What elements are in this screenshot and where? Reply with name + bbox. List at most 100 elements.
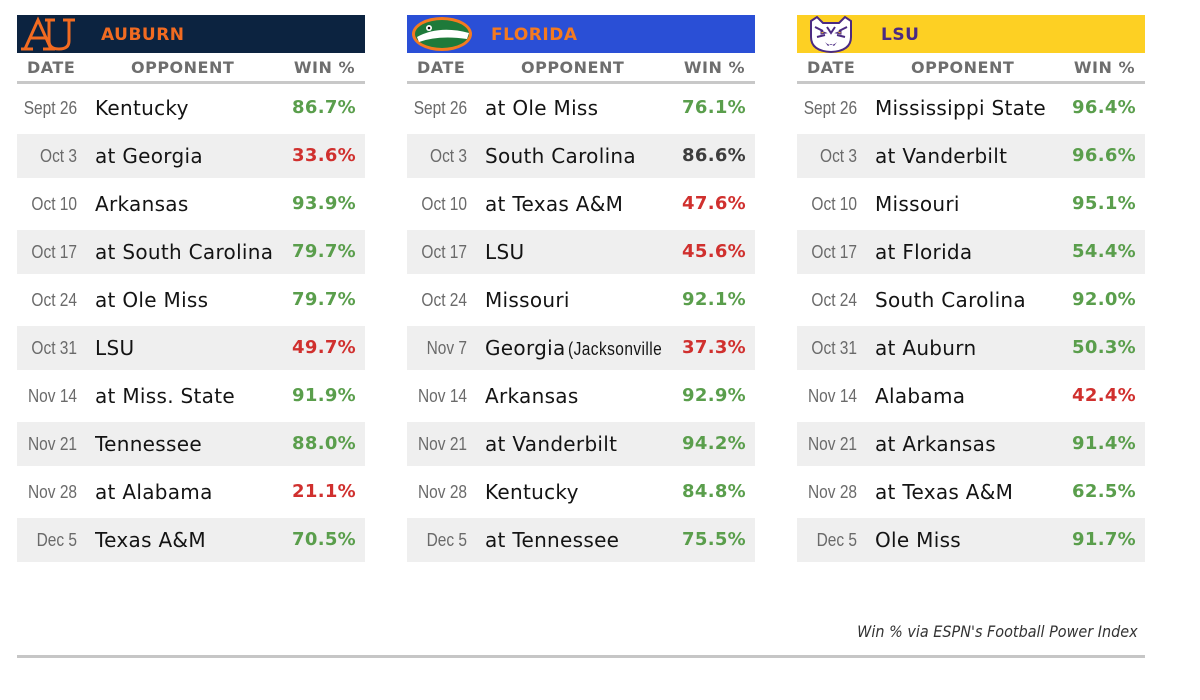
opponent-name: at Tennessee [485, 528, 620, 552]
game-date: Oct 3 [820, 146, 857, 166]
win-percentage: 91.7% [1072, 529, 1136, 550]
win-percentage: 70.5% [292, 529, 356, 550]
game-date: Dec 5 [816, 530, 857, 550]
opponent-cell: Arkansas [95, 182, 291, 226]
game-date: Oct 3 [430, 146, 467, 166]
opponent-name: South Carolina [485, 144, 636, 168]
header-win: WIN % [293, 58, 355, 77]
table-row: Nov 21 at Arkansas 91.4% [797, 422, 1145, 466]
table-row: Oct 17 LSU 45.6% [407, 230, 755, 274]
game-opponent: at Texas A&M [485, 192, 623, 216]
game-date: Dec 5 [426, 530, 467, 550]
game-date: Sept 26 [23, 98, 77, 118]
game-date: Oct 24 [31, 290, 77, 310]
game-opponent: at Arkansas [875, 432, 996, 456]
team-name: FLORIDA [491, 25, 578, 45]
win-percentage: 86.6% [682, 145, 746, 166]
opponent-cell: at Texas A&M [485, 182, 681, 226]
win-percentage: 76.1% [682, 97, 746, 118]
header-win: WIN % [1073, 58, 1135, 77]
game-opponent: Missouri [875, 192, 960, 216]
table-row: Oct 31 LSU 49.7% [17, 326, 365, 370]
table-row: Sept 26 Mississippi State 96.4% [797, 86, 1145, 130]
table-row: Oct 10 Arkansas 93.9% [17, 182, 365, 226]
game-date: Nov 7 [426, 338, 467, 358]
table-row: Oct 17 at South Carolina 79.7% [17, 230, 365, 274]
opponent-name: Mississippi State [875, 96, 1046, 120]
game-opponent: Texas A&M [95, 528, 206, 552]
opponent-name: Alabama [875, 384, 966, 408]
table-row: Oct 31 at Auburn 50.3% [797, 326, 1145, 370]
header-win: WIN % [683, 58, 745, 77]
game-date: Oct 17 [811, 242, 857, 262]
win-percentage: 91.4% [1072, 433, 1136, 454]
win-percentage: 96.4% [1072, 97, 1136, 118]
table-row: Oct 3 at Vanderbilt 96.6% [797, 134, 1145, 178]
opponent-cell: South Carolina [485, 134, 681, 178]
table-row: Nov 28 at Texas A&M 62.5% [797, 470, 1145, 514]
opponent-name: at Ole Miss [95, 288, 209, 312]
win-percentage: 50.3% [1072, 337, 1136, 358]
opponent-cell: Ole Miss [875, 518, 1071, 562]
table-row: Nov 14 Alabama 42.4% [797, 374, 1145, 418]
game-opponent: Kentucky [95, 96, 189, 120]
win-percentage: 86.7% [292, 97, 356, 118]
win-percentage: 47.6% [682, 193, 746, 214]
win-percentage: 92.9% [682, 385, 746, 406]
game-opponent: at Florida [875, 240, 972, 264]
game-opponent: at Ole Miss [485, 96, 598, 120]
opponent-name: Kentucky [95, 96, 189, 120]
schedule-rows: Sept 26 at Ole Miss 76.1% Oct 3 South Caroli… [407, 86, 755, 562]
opponent-name: Tennessee [95, 432, 202, 456]
opponent-name: Arkansas [485, 384, 579, 408]
team-panel-florida: FLORIDA DATE OPPONENT WIN % Sept 26 at Ol… [407, 15, 755, 566]
game-opponent: Arkansas [95, 192, 189, 216]
win-percentage: 42.4% [1072, 385, 1136, 406]
table-row: Sept 26 at Ole Miss 76.1% [407, 86, 755, 130]
game-date: Oct 17 [421, 242, 467, 262]
opponent-cell: Missouri [485, 278, 681, 322]
game-date: Sept 26 [413, 98, 467, 118]
florida-gator-logo-icon [412, 17, 472, 51]
opponent-cell: Mississippi State [875, 86, 1071, 130]
game-date: Dec 5 [36, 530, 77, 550]
win-percentage: 96.6% [1072, 145, 1136, 166]
win-percentage: 92.1% [682, 289, 746, 310]
table-row: Nov 7 Georgia (Jacksonville 37.3% [407, 326, 755, 370]
game-opponent: LSU [95, 336, 134, 360]
table-row: Nov 28 Kentucky 84.8% [407, 470, 755, 514]
game-date: Oct 17 [31, 242, 77, 262]
game-date: Nov 28 [27, 482, 77, 502]
game-opponent: at Alabama [95, 480, 213, 504]
opponent-name: LSU [485, 240, 525, 264]
opponent-name: at Arkansas [875, 432, 996, 456]
opponent-cell: Texas A&M [95, 518, 291, 562]
opponent-cell: at Florida [875, 230, 1071, 274]
game-date: Nov 14 [417, 386, 467, 406]
win-percentage: 79.7% [292, 241, 356, 262]
game-opponent: at South Carolina [95, 240, 273, 264]
schedule-rows: Sept 26 Kentucky 86.7% Oct 3 at Georgia 33.6%… [17, 86, 365, 562]
table-row: Oct 10 Missouri 95.1% [797, 182, 1145, 226]
game-opponent: Ole Miss [875, 528, 961, 552]
opponent-name: Kentucky [485, 480, 579, 504]
win-percentage: 21.1% [292, 481, 356, 502]
opponent-cell: Arkansas [485, 374, 681, 418]
game-date: Nov 14 [27, 386, 77, 406]
team-panel-lsu: LSU DATE OPPONENT WIN % Sept 26 Mississip… [797, 15, 1145, 566]
table-row: Oct 24 Missouri 92.1% [407, 278, 755, 322]
win-percentage: 45.6% [682, 241, 746, 262]
header-date: DATE [27, 58, 76, 77]
opponent-note: (Jacksonville [567, 339, 662, 359]
opponent-name: at Alabama [95, 480, 213, 504]
game-date: Oct 3 [40, 146, 77, 166]
table-row: Nov 21 at Vanderbilt 94.2% [407, 422, 755, 466]
opponent-cell: at Ole Miss [95, 278, 291, 322]
game-date: Oct 10 [421, 194, 467, 214]
table-row: Oct 3 at Georgia 33.6% [17, 134, 365, 178]
win-percentage: 88.0% [292, 433, 356, 454]
game-date: Nov 21 [27, 434, 77, 454]
table-row: Nov 21 Tennessee 88.0% [17, 422, 365, 466]
game-date: Oct 31 [811, 338, 857, 358]
header-date: DATE [417, 58, 466, 77]
